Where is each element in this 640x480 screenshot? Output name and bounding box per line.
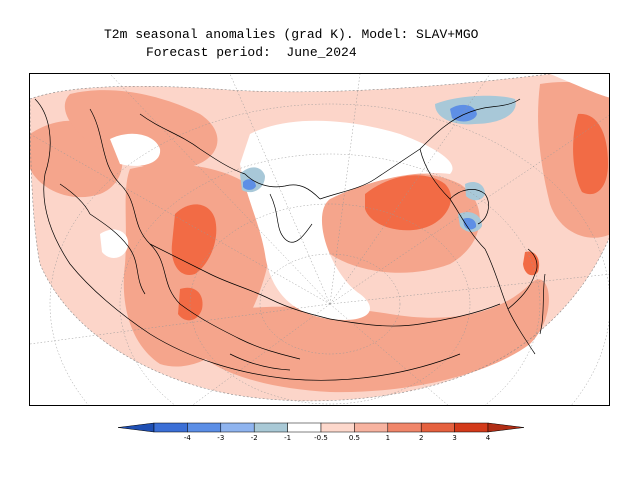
cold-core-chukotka <box>450 104 477 122</box>
colorbar-segment <box>187 422 222 433</box>
colorbar-segment <box>487 422 525 433</box>
cold-region-kamchatka <box>465 182 485 201</box>
colorbar-tick-label: -4 <box>184 434 192 442</box>
colorbar-segment <box>420 422 455 433</box>
colorbar-tick-label: 3 <box>452 434 456 442</box>
strong-warm-south <box>178 287 203 321</box>
colorbar-segment <box>320 422 355 433</box>
anomaly-map-canvas <box>30 74 609 405</box>
colorbar-tick-label: -0.5 <box>314 434 328 442</box>
colorbar-tick-label: 2 <box>419 434 423 442</box>
warm-region-northwest <box>64 90 218 170</box>
title-line-2: Forecast period: June_2024 <box>146 45 357 60</box>
colorbar-tick-label: 1 <box>386 434 390 442</box>
neutral-europe <box>100 229 129 258</box>
colorbar-tick-label: -3 <box>217 434 224 442</box>
neutral-arctic <box>240 120 453 320</box>
warm-region-eurasia-south <box>200 279 549 393</box>
colorbar-tick-label: 4 <box>486 434 491 442</box>
colorbar-segment <box>220 422 255 433</box>
colorbar-tick-label: -2 <box>251 434 258 442</box>
colorbar-tick-label: -1 <box>284 434 291 442</box>
cold-core-barents <box>243 179 256 190</box>
chart-title: T2m seasonal anomalies (grad K). Model: … <box>0 0 640 70</box>
strong-warm-europe <box>171 204 217 275</box>
coastlines <box>34 98 546 381</box>
neutral-west <box>110 133 161 166</box>
colorbar-segment <box>287 422 322 433</box>
colorbar-segment <box>253 422 288 433</box>
cold-core-okhotsk <box>463 217 477 230</box>
colorbar-segment <box>117 422 155 433</box>
colorbar-segment <box>454 422 489 433</box>
colorbar-tick-label: 0.5 <box>349 434 360 442</box>
graticule <box>30 74 609 405</box>
colorbar-segment <box>153 422 188 433</box>
title-line-1: T2m seasonal anomalies (grad K). Model: … <box>104 27 479 42</box>
colorbar-segment <box>354 422 389 433</box>
strong-warm-siberia <box>365 175 451 231</box>
colorbar-segment <box>387 422 422 433</box>
anomaly-map <box>29 73 610 406</box>
strong-warm-east <box>573 113 608 195</box>
